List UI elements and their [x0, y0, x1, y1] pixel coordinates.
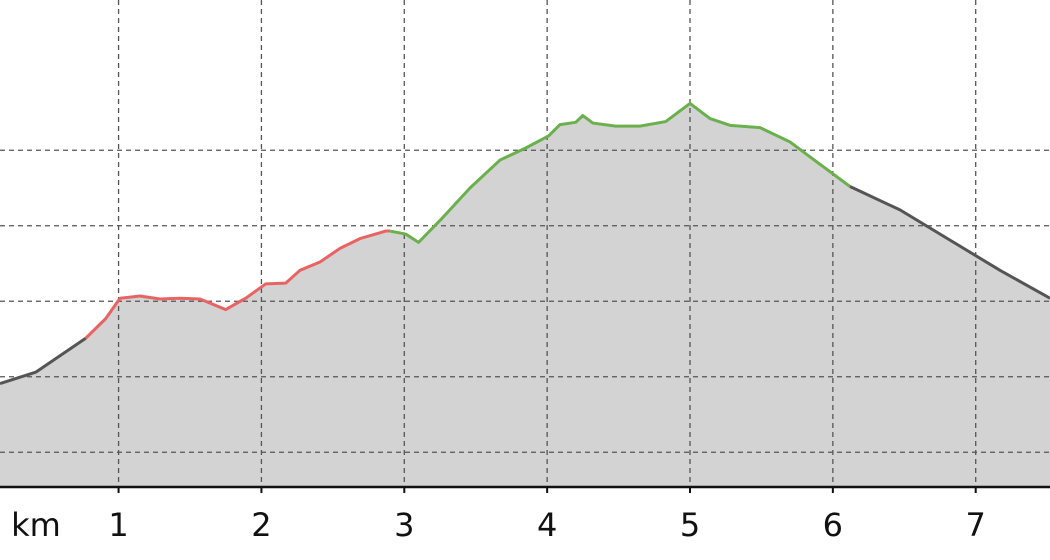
- profile-line: [84, 229, 390, 340]
- area: [0, 337, 87, 488]
- grid-layer: [0, 0, 1050, 487]
- area: [389, 102, 851, 488]
- x-axis-label: km: [11, 506, 61, 544]
- line-layer: [0, 101, 1050, 385]
- area: [85, 230, 391, 488]
- x-tick-label: 4: [537, 506, 557, 544]
- x-tick-label: 5: [680, 506, 700, 544]
- x-tick-label: 6: [823, 506, 843, 544]
- x-tick-label: 3: [394, 506, 414, 544]
- profile-line: [0, 337, 87, 385]
- x-tick-label: 7: [966, 506, 986, 544]
- x-tick-label: 2: [251, 506, 271, 544]
- profile-line: [849, 185, 1050, 300]
- area-layer: [0, 102, 1050, 488]
- x-tick-label: 1: [108, 506, 128, 544]
- profile-line: [389, 101, 851, 244]
- area: [849, 185, 1050, 488]
